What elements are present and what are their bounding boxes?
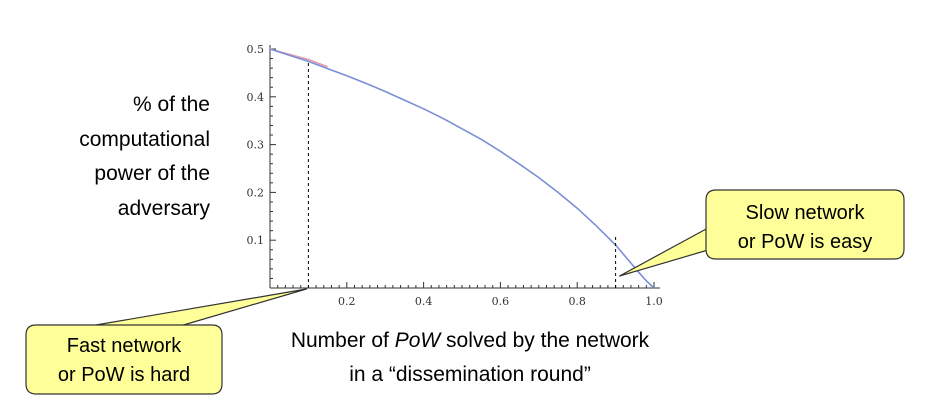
y-tick-label: 0.1 — [247, 234, 265, 247]
y-axis-label-line: computational — [79, 127, 210, 151]
callout-box — [705, 189, 905, 260]
x-axis-label: Number of PoW solved by the network in a… — [250, 324, 690, 392]
x-axis-label-italic: PoW — [394, 329, 441, 352]
markers-layer — [307, 61, 617, 288]
x-tick-label: 0.2 — [338, 295, 356, 308]
series-layer — [269, 48, 655, 289]
series-line — [269, 48, 655, 289]
x-tick-label: 1.0 — [645, 295, 663, 308]
callout-pointer — [89, 288, 307, 327]
y-axis-label-line: adversary — [117, 196, 210, 220]
y-tick-label: 0.5 — [247, 43, 265, 56]
x-axis-label-suffix: solved by the network — [440, 329, 650, 352]
y-tick-label: 0.2 — [247, 186, 265, 199]
y-tick-label: 0.4 — [247, 91, 265, 104]
y-tick-label: 0.3 — [247, 139, 265, 152]
axes: 0.2 0.4 0.6 0.8 1.0 0.1 0.2 0.3 0.4 0.5 — [247, 43, 663, 308]
callout-text-line: Slow network — [746, 202, 866, 224]
x-axis-label-prefix: Number of — [290, 329, 395, 352]
x-tick-label: 0.6 — [492, 295, 510, 308]
callout-slow-network: Slow network or PoW is easy — [618, 189, 905, 277]
x-axis-label-line1: Number of PoW solved by the network — [250, 324, 690, 358]
callout-text-line: or PoW is hard — [58, 364, 190, 386]
callout-pointer — [618, 227, 709, 277]
callout-text-line: or PoW is easy — [738, 231, 872, 253]
callout-box — [25, 324, 223, 395]
y-axis-label: % of the computational power of the adve… — [20, 88, 210, 226]
callout-text-line: Fast network — [67, 335, 182, 357]
x-tick-label: 0.8 — [568, 295, 586, 308]
y-axis-label-line: % of the — [132, 93, 210, 116]
x-tick-label: 0.4 — [415, 295, 433, 308]
callout-fast-network: Fast network or PoW is hard — [25, 288, 307, 395]
y-axis-label-line: power of the — [94, 162, 210, 185]
x-axis-label-line2: in a “dissemination round” — [349, 363, 591, 386]
